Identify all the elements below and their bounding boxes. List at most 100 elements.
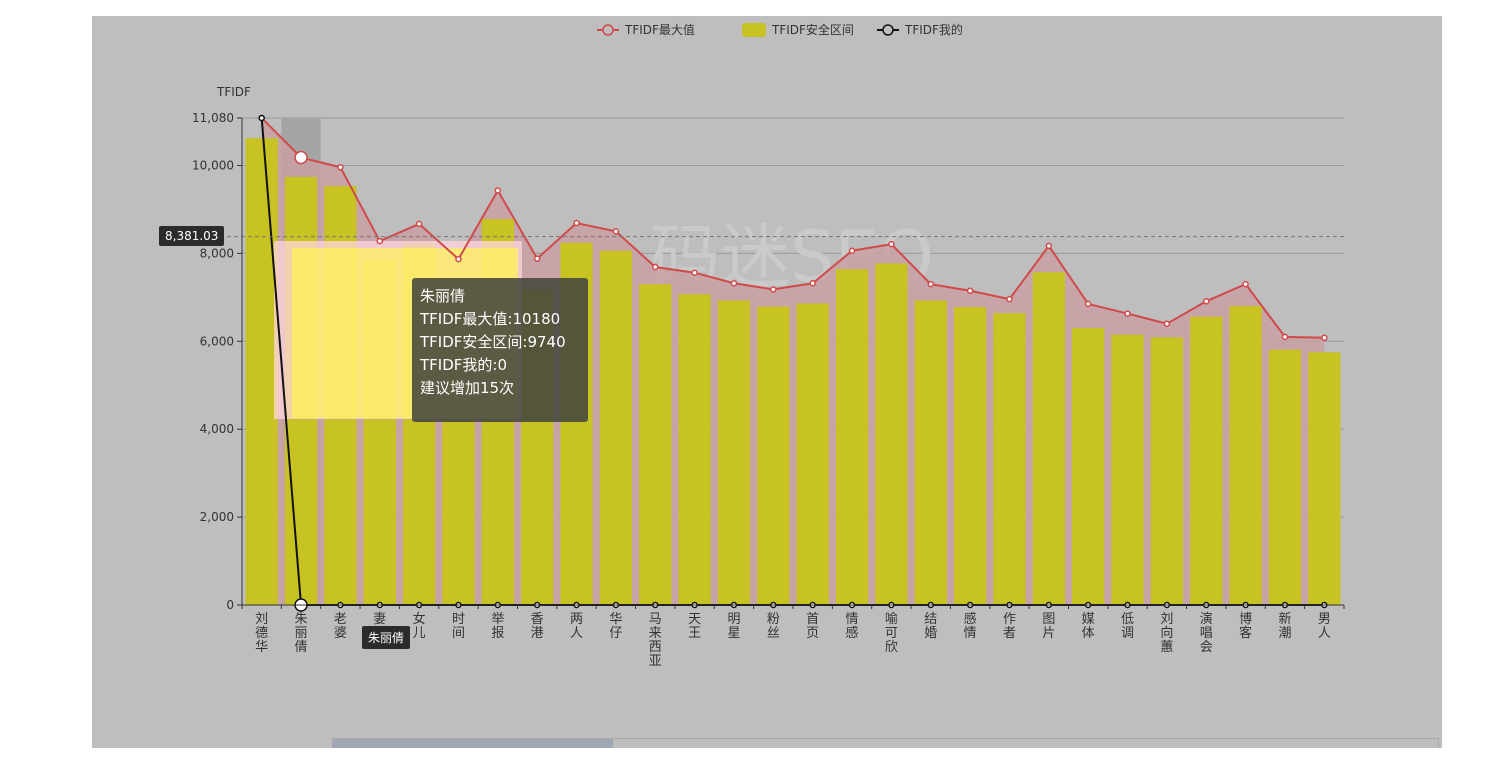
max-point [889,242,894,247]
x-tick-label: 情感 [846,612,859,641]
x-tick-label: 演唱会 [1200,611,1213,655]
max-point [771,287,776,292]
chart-panel: 码迷SEO 0 2,000 4,000 6,000 8,000 10,000 11,080 TF… [92,16,1442,748]
bar [836,269,868,605]
tfidf-chart: 码迷SEO02,0004,0006,0008,00010,00011,080TF… [92,16,1442,748]
x-tick-label: 粉丝 [767,612,780,641]
x-tick-label: 明星 [727,612,740,641]
x-tick-label: 华仔 [609,612,622,641]
y-tick-label: 8,000 [200,246,234,260]
x-tick-label: 两人 [570,612,583,641]
x-tick-label: 结婚 [924,612,937,641]
legend-my-marker [883,25,893,35]
bar [1308,352,1340,605]
legend-max-label: TFIDF最大值 [624,22,695,37]
x-tick-label: 图片 [1042,612,1055,641]
y-tick-label: 11,080 [192,111,234,125]
x-tick-label: 博客 [1239,612,1252,641]
max-point [968,288,973,293]
x-tick-label: 马来西亚 [649,612,662,669]
x-tick-label: 喻可欣 [885,612,898,655]
max-point [1007,297,1012,302]
bar [1269,350,1301,605]
bar [639,284,671,605]
y-tick-label: 0 [226,598,234,612]
bar [993,313,1025,605]
datazoom-window[interactable] [333,739,613,748]
x-tick-label: 刘向蕙 [1160,612,1173,655]
x-tick-label: 举报 [491,612,504,641]
x-tick-label: 老婆 [334,612,347,641]
max-point [1125,311,1130,316]
x-tick-label: 新潮 [1278,611,1291,641]
max-point [810,281,815,286]
bar [1229,306,1261,605]
x-axis-pointer-label: 朱丽倩 [362,626,410,649]
x-tick-label: 首页 [806,612,819,641]
y-tick-label: 4,000 [200,422,234,436]
max-point [928,282,933,287]
max-point [1086,301,1091,306]
max-point [1046,243,1051,248]
max-point [338,165,343,170]
my-point [259,116,264,121]
bar [1190,317,1222,605]
bar [718,300,750,605]
max-point [574,221,579,226]
max-point [613,229,618,234]
bar [1151,337,1183,605]
x-tick-label: 朱丽倩 [295,612,308,655]
bar [915,300,947,605]
bar [246,138,278,605]
max-point [1204,299,1209,304]
tooltip-suggestion: 建议增加15次 [420,377,580,400]
x-tick-label: 感情 [964,611,977,641]
bar [954,307,986,605]
x-tick-label: 低调 [1121,612,1134,641]
bar [1111,335,1143,605]
max-point [377,239,382,244]
bar [875,263,907,605]
x-tick-label: 媒体 [1082,612,1095,641]
x-tick-label: 作者 [1003,612,1016,641]
max-point [692,270,697,275]
x-tick-label: 时间 [452,612,465,641]
max-point [1322,335,1327,340]
max-point [417,221,422,226]
bar [1072,328,1104,605]
y-axis-title: TFIDF [216,85,251,99]
datazoom-slider[interactable] [332,738,1439,748]
legend-bar-swatch [742,23,766,37]
max-point [1164,321,1169,326]
bar [757,307,789,605]
max-point [295,152,307,164]
max-point [495,188,500,193]
tooltip-title: 朱丽倩 [420,285,580,308]
bar [1033,272,1065,605]
x-tick-label: 天王 [688,612,701,641]
bar [678,294,710,605]
tooltip: 朱丽倩 TFIDF最大值:10180 TFIDF安全区间:9740 TFIDF我… [412,278,588,422]
y-axis-pointer-label: 8,381.03 [159,226,224,246]
max-point [456,257,461,262]
y-tick-label: 6,000 [200,334,234,348]
x-tick-label: 刘德华 [255,612,268,655]
x-tick-label: 香港 [531,612,544,641]
legend-max-marker [603,25,613,35]
max-point [653,265,658,270]
bar [797,303,829,605]
max-point [1282,334,1287,339]
tooltip-max-value: TFIDF最大值:10180 [420,308,580,331]
max-point [535,256,540,261]
x-tick-label: 女儿 [413,611,426,641]
y-tick-label: 10,000 [192,158,234,172]
max-point [731,281,736,286]
x-tick-label: 男人 [1318,612,1331,641]
y-tick-label: 2,000 [200,510,234,524]
legend-my-label: TFIDF我的 [904,22,963,37]
legend-bar-label: TFIDF安全区间 [771,22,854,37]
tooltip-safe-range: TFIDF安全区间:9740 [420,331,580,354]
bar [600,251,632,605]
max-point [1243,282,1248,287]
max-point [850,248,855,253]
